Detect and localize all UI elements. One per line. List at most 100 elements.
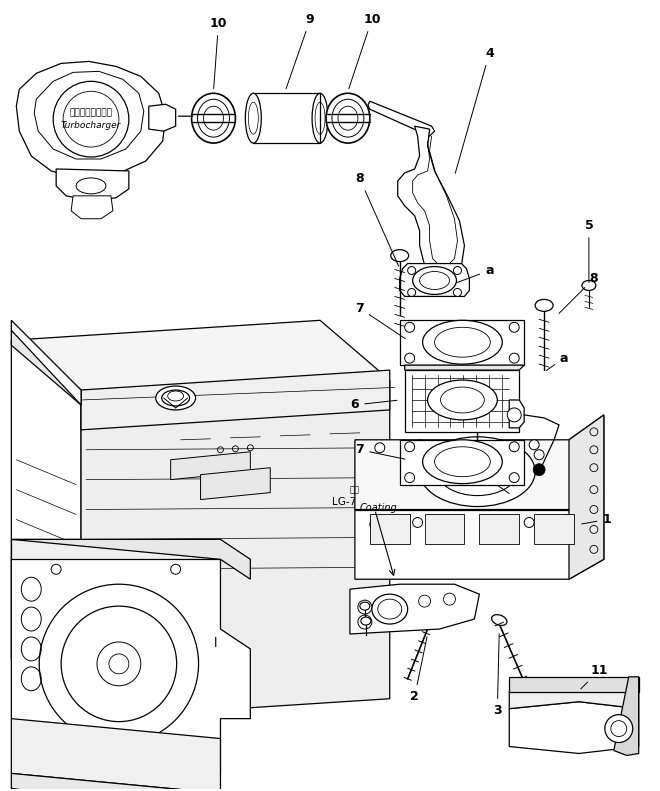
Ellipse shape bbox=[420, 437, 535, 506]
Ellipse shape bbox=[444, 593, 455, 605]
Ellipse shape bbox=[372, 594, 408, 624]
Bar bbox=[370, 514, 410, 544]
Polygon shape bbox=[11, 539, 220, 559]
Ellipse shape bbox=[326, 93, 370, 143]
Ellipse shape bbox=[358, 615, 372, 629]
Ellipse shape bbox=[375, 443, 385, 452]
Polygon shape bbox=[16, 62, 166, 179]
Text: 9: 9 bbox=[286, 13, 314, 89]
Ellipse shape bbox=[533, 464, 545, 475]
Ellipse shape bbox=[510, 353, 519, 363]
Ellipse shape bbox=[422, 615, 437, 627]
Ellipse shape bbox=[422, 320, 502, 364]
Bar bbox=[534, 514, 574, 544]
Text: 10: 10 bbox=[210, 17, 227, 89]
Ellipse shape bbox=[162, 390, 189, 406]
Text: 塗布: 塗布 bbox=[350, 485, 360, 494]
Polygon shape bbox=[510, 702, 639, 754]
Ellipse shape bbox=[453, 267, 461, 274]
Text: 7: 7 bbox=[356, 443, 405, 459]
Polygon shape bbox=[253, 93, 320, 143]
Polygon shape bbox=[405, 370, 519, 432]
Ellipse shape bbox=[510, 322, 519, 332]
Ellipse shape bbox=[582, 281, 596, 290]
Polygon shape bbox=[614, 677, 639, 755]
Ellipse shape bbox=[53, 81, 129, 157]
Text: 8: 8 bbox=[559, 272, 598, 313]
Ellipse shape bbox=[418, 595, 430, 607]
Text: LG-7: LG-7 bbox=[332, 497, 356, 506]
Ellipse shape bbox=[412, 517, 422, 528]
Polygon shape bbox=[510, 685, 639, 709]
Text: a: a bbox=[457, 264, 494, 282]
Ellipse shape bbox=[360, 602, 370, 610]
Ellipse shape bbox=[358, 600, 372, 614]
Polygon shape bbox=[11, 331, 81, 405]
Polygon shape bbox=[81, 370, 390, 430]
Text: 3: 3 bbox=[493, 634, 502, 717]
Polygon shape bbox=[11, 320, 390, 400]
Polygon shape bbox=[398, 126, 465, 275]
Ellipse shape bbox=[405, 473, 414, 483]
Ellipse shape bbox=[405, 322, 414, 332]
Ellipse shape bbox=[524, 517, 534, 528]
Text: 2: 2 bbox=[411, 637, 427, 703]
Ellipse shape bbox=[453, 289, 461, 297]
Ellipse shape bbox=[171, 564, 181, 574]
Polygon shape bbox=[11, 774, 220, 791]
Ellipse shape bbox=[405, 353, 414, 363]
Ellipse shape bbox=[191, 93, 236, 143]
Polygon shape bbox=[148, 104, 176, 131]
Polygon shape bbox=[355, 440, 569, 509]
Ellipse shape bbox=[171, 748, 181, 759]
Ellipse shape bbox=[534, 450, 544, 460]
Polygon shape bbox=[510, 400, 524, 428]
Polygon shape bbox=[171, 452, 250, 479]
Bar bbox=[479, 514, 519, 544]
Text: 10: 10 bbox=[348, 13, 381, 89]
Polygon shape bbox=[11, 320, 81, 405]
Ellipse shape bbox=[405, 442, 414, 452]
Polygon shape bbox=[11, 719, 220, 791]
Polygon shape bbox=[11, 340, 81, 719]
Text: 7: 7 bbox=[356, 302, 405, 339]
Polygon shape bbox=[81, 380, 390, 719]
Text: 6: 6 bbox=[350, 399, 397, 411]
Text: ターボチャージャ: ターボチャージャ bbox=[69, 108, 112, 118]
Text: 5: 5 bbox=[585, 219, 593, 282]
Ellipse shape bbox=[412, 267, 457, 294]
Ellipse shape bbox=[492, 615, 507, 626]
Bar bbox=[424, 514, 465, 544]
Ellipse shape bbox=[508, 408, 521, 422]
Text: a: a bbox=[546, 352, 568, 370]
Polygon shape bbox=[405, 365, 524, 370]
Polygon shape bbox=[350, 585, 479, 634]
Text: l: l bbox=[214, 638, 217, 650]
Ellipse shape bbox=[510, 442, 519, 452]
Polygon shape bbox=[400, 320, 524, 365]
Polygon shape bbox=[56, 169, 129, 201]
Ellipse shape bbox=[535, 300, 553, 312]
Ellipse shape bbox=[246, 93, 261, 143]
Ellipse shape bbox=[562, 514, 572, 524]
Ellipse shape bbox=[605, 714, 633, 743]
Polygon shape bbox=[11, 539, 250, 579]
Ellipse shape bbox=[51, 748, 61, 759]
Ellipse shape bbox=[197, 99, 230, 137]
Polygon shape bbox=[368, 101, 434, 136]
Polygon shape bbox=[355, 415, 604, 509]
Ellipse shape bbox=[156, 386, 195, 410]
Ellipse shape bbox=[422, 440, 502, 483]
Polygon shape bbox=[355, 490, 604, 579]
Polygon shape bbox=[569, 415, 604, 579]
Ellipse shape bbox=[414, 440, 424, 450]
Polygon shape bbox=[71, 196, 113, 219]
Text: 8: 8 bbox=[356, 172, 399, 266]
Ellipse shape bbox=[370, 520, 379, 529]
Polygon shape bbox=[400, 263, 469, 297]
Ellipse shape bbox=[51, 564, 61, 574]
Text: 11: 11 bbox=[581, 664, 608, 689]
Text: 1: 1 bbox=[581, 513, 611, 526]
Text: Coating: Coating bbox=[360, 502, 397, 513]
Polygon shape bbox=[510, 677, 639, 692]
